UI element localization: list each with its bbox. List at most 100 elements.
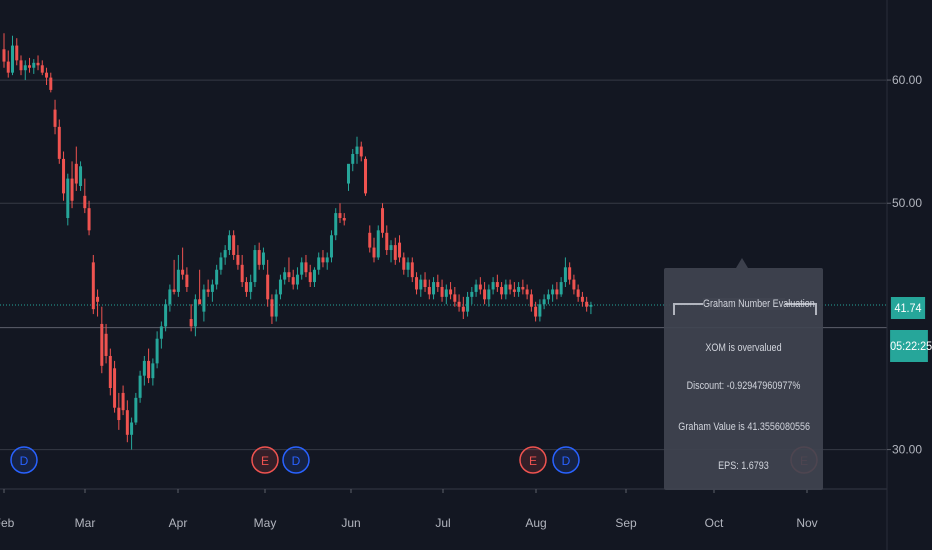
candle[interactable] [32,59,36,74]
candle[interactable] [500,282,504,300]
candle[interactable] [249,274,253,300]
candle[interactable] [432,277,436,300]
candle[interactable] [172,259,176,295]
dividend-marker[interactable]: D [10,446,38,474]
candle[interactable] [266,259,270,307]
candle[interactable] [176,254,180,297]
candle[interactable] [402,252,406,275]
candle[interactable] [546,289,550,305]
candle[interactable] [261,247,265,270]
candle[interactable] [572,274,576,295]
candle[interactable] [415,272,419,295]
candle[interactable] [23,60,27,81]
candle[interactable] [317,252,321,275]
candle[interactable] [62,151,66,201]
candle[interactable] [164,299,168,332]
candle[interactable] [483,282,487,305]
candle[interactable] [181,247,185,280]
candle[interactable] [342,213,346,226]
candle[interactable] [580,291,584,307]
candle[interactable] [87,200,91,236]
candle[interactable] [368,225,372,253]
candle[interactable] [223,245,227,265]
candle[interactable] [19,55,23,76]
candle[interactable] [270,294,274,324]
candle[interactable] [589,301,593,315]
candle[interactable] [457,294,461,312]
candle[interactable] [79,161,83,191]
candle[interactable] [427,279,431,300]
candle[interactable] [121,385,125,416]
candle[interactable] [406,257,410,278]
candle[interactable] [66,173,70,226]
candle[interactable] [202,284,206,322]
candle[interactable] [227,230,231,255]
candle[interactable] [525,284,529,300]
candle[interactable] [278,274,282,300]
candle[interactable] [36,55,40,71]
candle[interactable] [338,203,342,223]
candle[interactable] [372,237,376,263]
candle[interactable] [49,72,53,93]
candle[interactable] [329,230,333,263]
earnings-marker[interactable]: E [519,446,547,474]
candle[interactable] [134,392,138,425]
candle[interactable] [364,156,368,196]
candle[interactable] [551,284,555,302]
candle[interactable] [534,301,538,322]
candle[interactable] [393,237,397,265]
candle[interactable] [521,279,525,295]
candle[interactable] [555,282,559,300]
candle[interactable] [274,289,278,322]
candle[interactable] [240,254,244,287]
candle[interactable] [57,119,61,164]
candle[interactable] [466,291,470,317]
candle[interactable] [6,50,10,78]
candle[interactable] [198,269,202,305]
candle[interactable] [283,267,287,285]
dividend-marker[interactable]: D [282,446,310,474]
candle[interactable] [91,254,95,315]
candle[interactable] [376,225,380,260]
earnings-marker[interactable]: E [251,446,279,474]
candle[interactable] [325,252,329,270]
candle[interactable] [28,57,32,73]
candle[interactable] [461,296,465,320]
candle[interactable] [15,38,19,66]
candle[interactable] [444,284,448,305]
candle[interactable] [96,289,100,317]
candle[interactable] [189,304,193,332]
candle[interactable] [308,264,312,287]
candle[interactable] [538,299,542,322]
candles[interactable] [2,33,593,450]
dividend-marker[interactable]: D [552,446,580,474]
candle[interactable] [74,146,78,191]
candle[interactable] [83,178,87,214]
candle[interactable] [436,274,440,292]
candle[interactable] [147,348,151,384]
candle[interactable] [117,392,121,430]
candle[interactable] [346,163,350,191]
candle[interactable] [470,286,474,305]
candle[interactable] [512,282,516,297]
candle[interactable] [321,250,325,268]
candle[interactable] [291,269,295,290]
candle[interactable] [215,264,219,290]
candle[interactable] [206,279,210,297]
candle[interactable] [2,33,6,68]
event-markers[interactable]: DEDEDE [10,446,818,474]
candle[interactable] [257,242,261,270]
candle[interactable] [300,257,304,280]
candle[interactable] [487,284,491,307]
candle[interactable] [410,257,414,283]
candle[interactable] [253,245,257,287]
candle[interactable] [440,279,444,302]
candle[interactable] [495,274,499,292]
candle[interactable] [232,230,236,260]
candle[interactable] [210,279,214,302]
candle[interactable] [453,286,457,307]
candle[interactable] [70,161,74,209]
candle[interactable] [100,306,104,374]
candle[interactable] [130,417,134,450]
candle[interactable] [295,267,299,290]
